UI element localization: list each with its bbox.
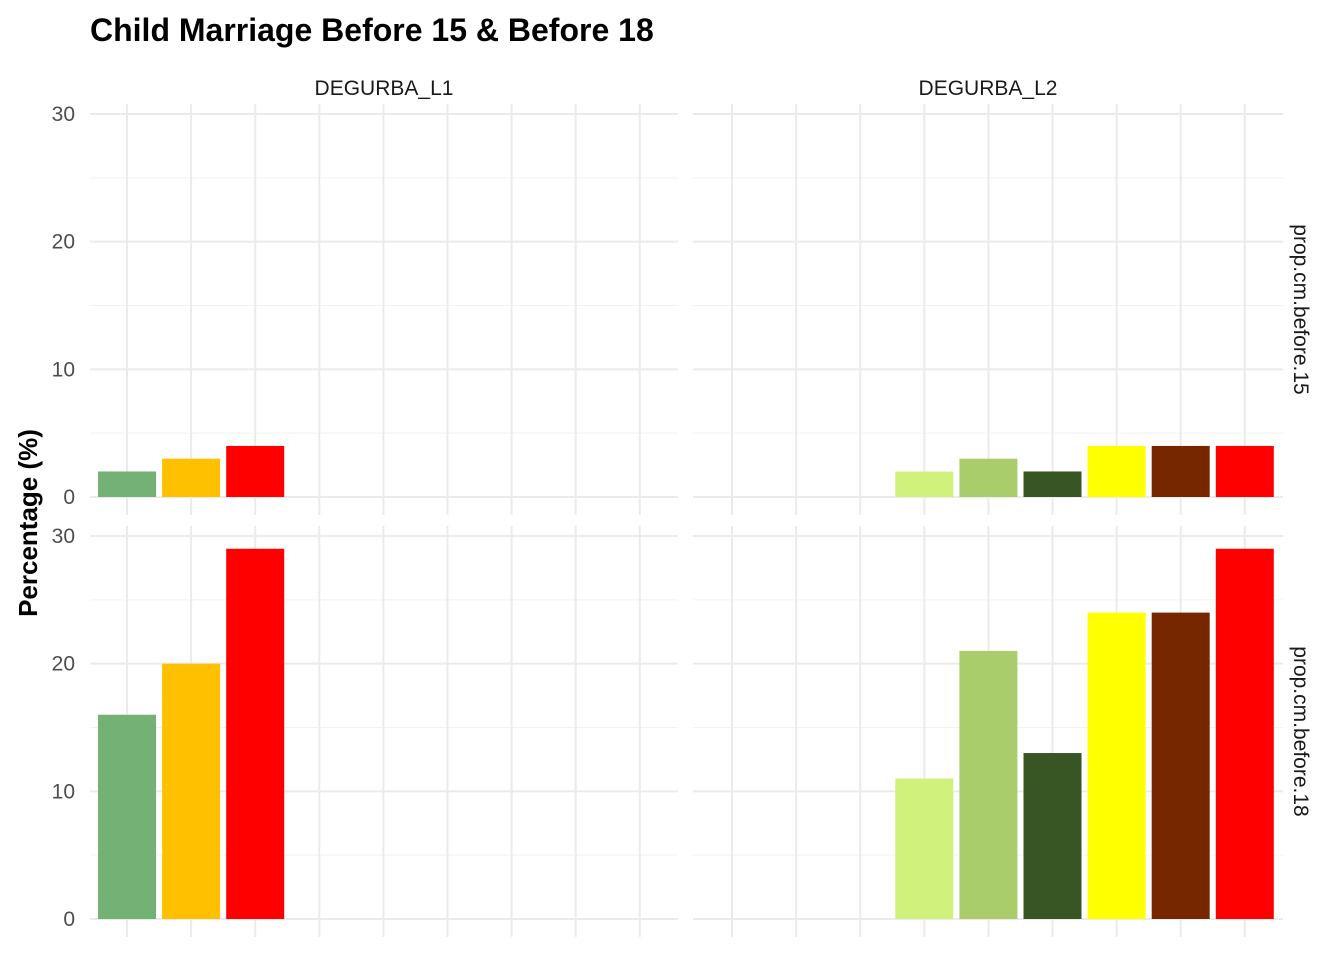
bar: [98, 471, 156, 497]
row-strip-label: prop.cm.before.18: [1289, 646, 1312, 816]
y-tick-label: 30: [52, 103, 75, 126]
bar: [959, 650, 1018, 919]
bar: [1151, 445, 1210, 497]
y-tick-label: 10: [52, 780, 75, 803]
bar: [1151, 612, 1210, 919]
bar: [1087, 445, 1146, 497]
facet-panel-DEGURBA_L1-prop.cm.before.18: 0 10 20 30: [52, 525, 678, 937]
facet-panel-DEGURBA_L2-prop.cm.before.15: DEGURBA_L2 prop.cm.before.15: [693, 77, 1312, 515]
bar: [1215, 548, 1274, 919]
y-tick-label: 20: [52, 653, 75, 676]
y-axis-label: Percentage (%): [13, 429, 43, 617]
bar: [1023, 471, 1082, 497]
facet-panel-DEGURBA_L2-prop.cm.before.18: prop.cm.before.18: [693, 526, 1312, 937]
y-tick-label: 10: [52, 358, 75, 381]
column-strip-label: DEGURBA_L2: [919, 77, 1058, 100]
facet-panel-DEGURBA_L1-prop.cm.before.15: 0 10 20 30 DEGURBA_L1: [52, 77, 678, 515]
row-strip-label: prop.cm.before.15: [1289, 224, 1312, 394]
chart-title: Child Marriage Before 15 & Before 18: [90, 12, 654, 48]
bar: [959, 458, 1018, 497]
y-tick-label: 0: [63, 486, 75, 509]
bar: [226, 548, 285, 919]
bar: [1023, 753, 1082, 919]
bar: [1215, 445, 1274, 497]
y-tick-label: 30: [52, 525, 75, 548]
bar: [226, 445, 285, 497]
bar: [98, 714, 156, 919]
bar: [895, 471, 954, 497]
bar: [1087, 612, 1146, 919]
facet-panels: 0 10 20 30 DEGURBA_L1 DEGURBA_L2 prop.cm.befor…: [52, 77, 1312, 937]
y-tick-label: 20: [52, 231, 75, 254]
y-tick-label: 0: [63, 908, 75, 931]
bar: [162, 458, 221, 497]
column-strip-label: DEGURBA_L1: [315, 77, 454, 100]
bar: [162, 663, 221, 919]
bar: [895, 778, 954, 919]
